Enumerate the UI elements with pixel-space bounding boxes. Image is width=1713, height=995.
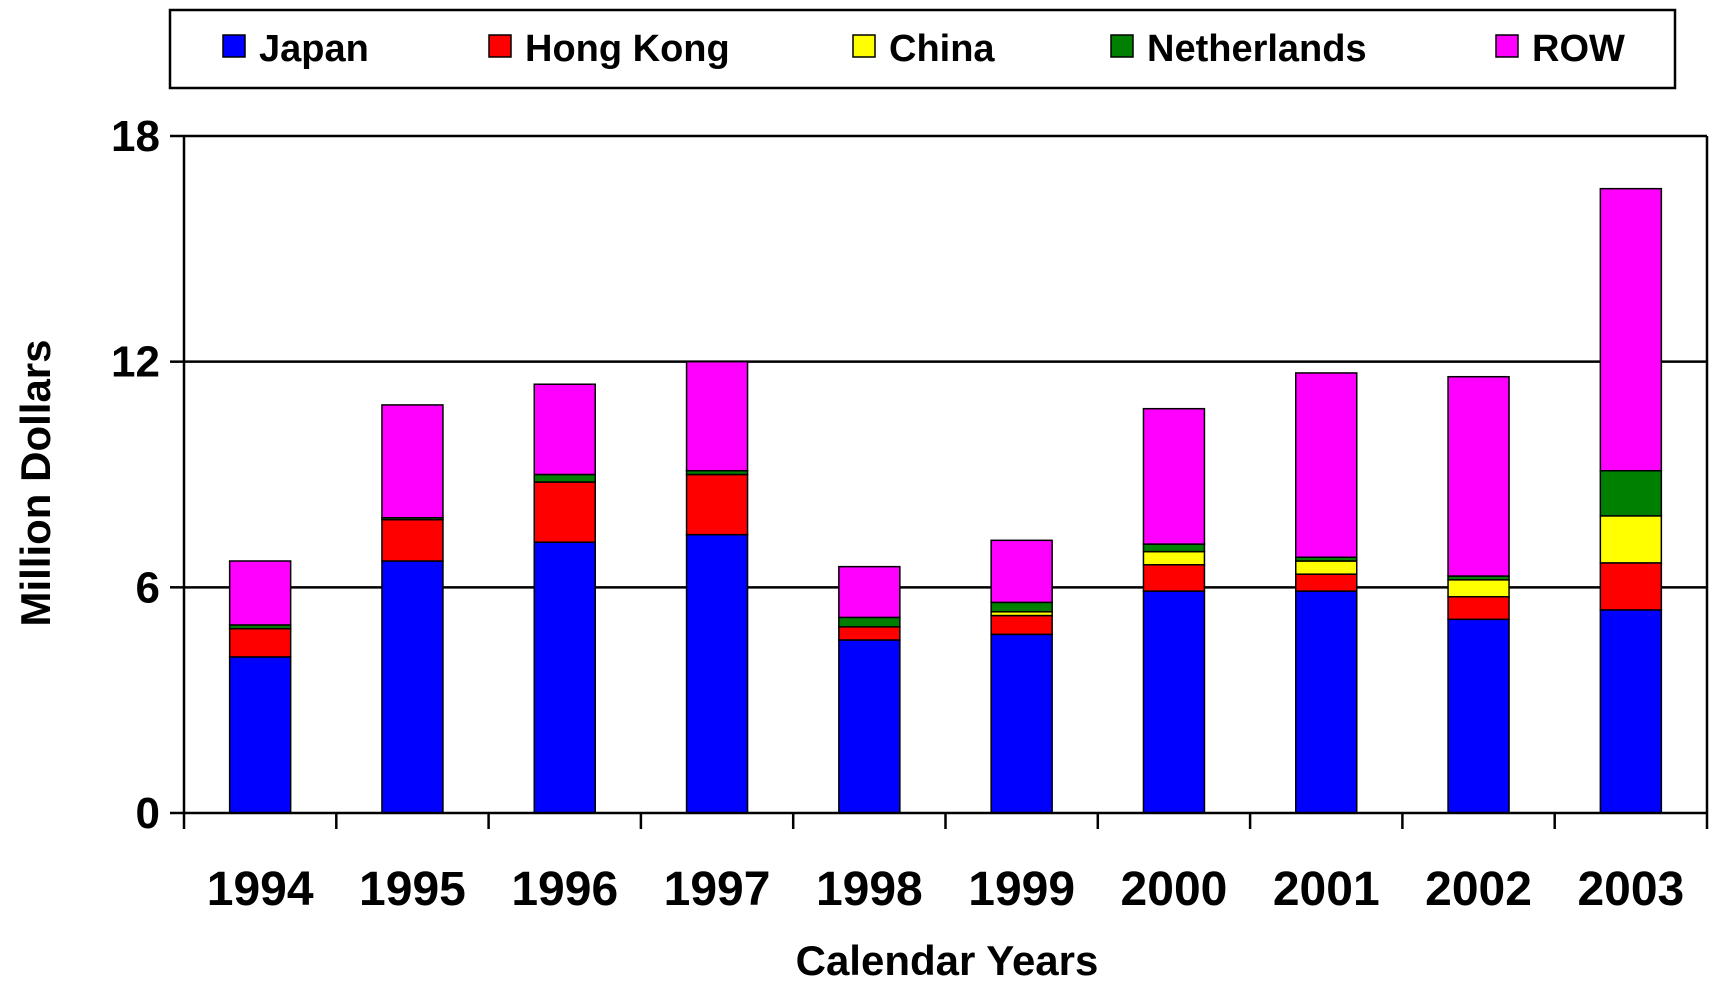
- legend-label-china: China: [889, 28, 995, 70]
- bar-2003-china: [1599, 515, 1663, 564]
- bar-2000-row: [1142, 407, 1206, 545]
- bar-1994-row: [228, 560, 292, 626]
- bar-2000-hong-kong: [1142, 564, 1206, 592]
- legend-swatch-row: [1495, 34, 1519, 58]
- bars: [228, 187, 1663, 814]
- x-tick-label-1997: 1997: [664, 863, 771, 916]
- legend-label-row: ROW: [1532, 28, 1625, 70]
- bar-1998-netherlands: [838, 616, 901, 628]
- x-tick-label-2001: 2001: [1273, 863, 1380, 916]
- y-tick-labels: 0 6 12 18: [111, 112, 160, 838]
- bar-1995-row: [381, 404, 444, 519]
- legend-swatch-netherlands: [1110, 34, 1134, 58]
- x-tick-labels: 1994 1995 1996 1997 1998 1999 2000 2001 2002 2003: [207, 863, 1684, 916]
- legend: Japan Hong Kong China Netherlands ROW: [168, 8, 1677, 90]
- legend-swatch-hong-kong: [488, 34, 512, 58]
- bar-1994-hong-kong: [228, 627, 292, 658]
- x-tick-label-1998: 1998: [816, 863, 923, 916]
- bar-1999-row: [990, 539, 1053, 604]
- bar-1994-japan: [228, 656, 292, 814]
- legend-label-hong-kong: Hong Kong: [525, 28, 730, 70]
- bar-1997-hong-kong: [685, 473, 749, 536]
- bar-2000-japan: [1142, 590, 1206, 814]
- x-tick-label-1996: 1996: [511, 863, 618, 916]
- x-tick-label-2003: 2003: [1577, 863, 1684, 916]
- legend-swatch-china: [852, 34, 876, 58]
- bar-1996-japan: [533, 541, 596, 814]
- bar-1996-hong-kong: [533, 481, 596, 543]
- bar-1999-hong-kong: [990, 614, 1053, 636]
- bar-2000-netherlands: [1142, 543, 1206, 553]
- legend-label-japan: Japan: [259, 28, 369, 70]
- bar-1999-japan: [990, 633, 1053, 814]
- bar-2002-hong-kong: [1447, 595, 1510, 621]
- bar-2001-hong-kong: [1295, 573, 1358, 592]
- bar-2000-china: [1142, 550, 1206, 566]
- bar-1995-japan: [381, 560, 444, 814]
- x-axis-title: Calendar Years: [796, 937, 1099, 984]
- bar-2001-japan: [1295, 590, 1358, 814]
- bar-2002-japan: [1447, 618, 1510, 814]
- bar-1997-row: [685, 360, 749, 472]
- legend-label-netherlands: Netherlands: [1147, 28, 1367, 70]
- bar-1998-hong-kong: [838, 626, 901, 641]
- x-tick-label-1995: 1995: [359, 863, 466, 916]
- x-tick-label-2002: 2002: [1425, 863, 1532, 916]
- bar-1996-netherlands: [533, 473, 596, 483]
- x-tick-label-1994: 1994: [207, 863, 314, 916]
- bar-1995-hong-kong: [381, 518, 444, 562]
- bar-2002-china: [1447, 579, 1510, 598]
- y-axis-title: Million Dollars: [12, 339, 59, 626]
- bar-2002-row: [1447, 375, 1510, 577]
- bar-2001-row: [1295, 372, 1358, 558]
- legend-frame: [168, 8, 1677, 90]
- bar-1997-japan: [685, 533, 749, 814]
- axes: [170, 134, 1709, 829]
- x-tick-label-1999: 1999: [968, 863, 1075, 916]
- bar-2003-hong-kong: [1599, 562, 1663, 611]
- y-tick-label-18: 18: [111, 112, 160, 161]
- bar-2003-row: [1599, 187, 1663, 472]
- bar-2001-china: [1295, 560, 1358, 575]
- bar-1998-row: [838, 565, 901, 619]
- y-tick-label-0: 0: [136, 789, 160, 838]
- bar-1998-japan: [838, 639, 901, 814]
- bar-1999-netherlands: [990, 601, 1053, 613]
- bar-1996-row: [533, 383, 596, 476]
- y-tick-label-12: 12: [111, 338, 160, 387]
- legend-swatch-japan: [222, 34, 246, 58]
- bar-2003-japan: [1599, 609, 1663, 814]
- y-tick-label-6: 6: [136, 563, 160, 612]
- bar-2003-netherlands: [1599, 469, 1663, 517]
- x-tick-label-2000: 2000: [1121, 863, 1228, 916]
